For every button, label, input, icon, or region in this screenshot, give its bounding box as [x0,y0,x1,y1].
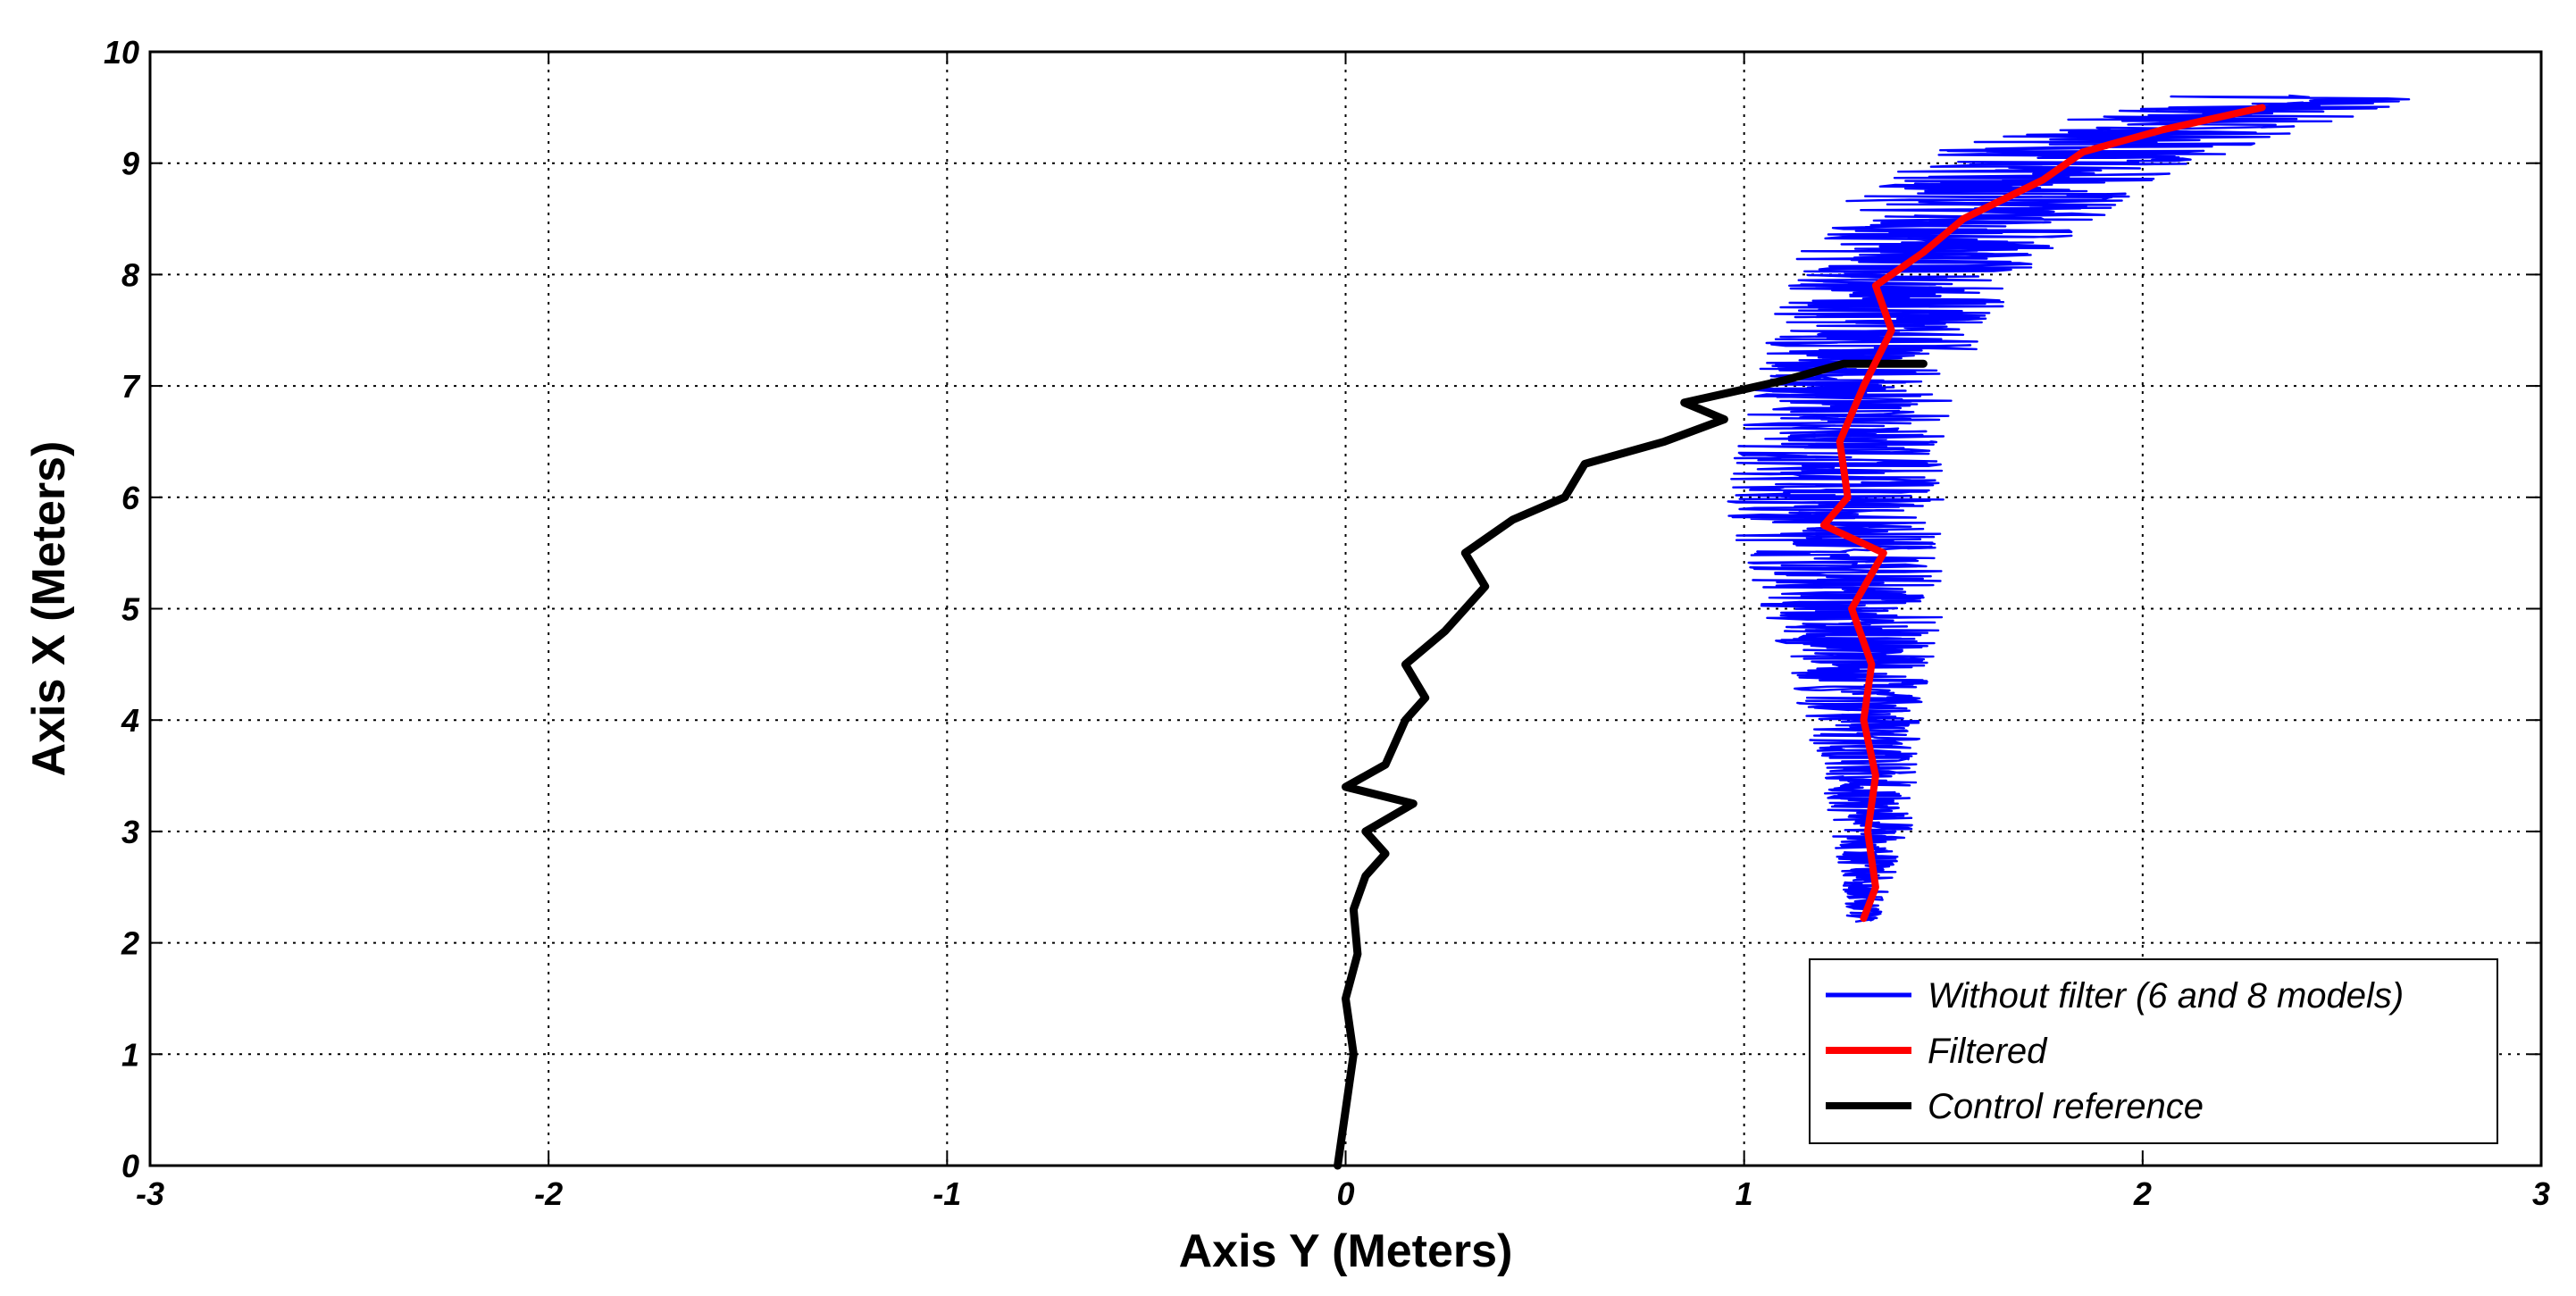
series-layer [1334,94,2411,1170]
y-tick-label: 3 [121,814,139,850]
x-tick-label: 1 [1735,1175,1753,1212]
x-tick-label: 2 [2133,1175,2152,1212]
series-control-reference-line [1334,359,1928,1170]
y-tick-label: 5 [121,591,140,628]
y-axis-label: Axis X (Meters) [23,441,75,777]
series-filtered-line [1819,104,2266,923]
y-tick-label: 4 [121,702,139,739]
legend: Without filter (6 and 8 models) Filtered… [1809,958,2498,1144]
ticks: -3 -2 -1 0 1 2 3 0 1 2 3 4 5 6 7 8 9 10 [104,34,2550,1212]
x-tick-label: -2 [534,1175,563,1212]
legend-box [1809,958,2498,1144]
x-tick-label: -3 [136,1175,164,1212]
y-tick-label: 10 [104,34,139,71]
x-tick-label: 3 [2532,1175,2550,1212]
legend-label-filtered: Filtered [1928,1032,2048,1071]
y-tick-label: 9 [121,146,139,182]
y-tick-label: 7 [121,368,141,405]
legend-label-without-filter: Without filter (6 and 8 models) [1928,976,2404,1016]
y-tick-label: 2 [121,925,139,962]
x-tick-label: 0 [1336,1175,1354,1212]
legend-label-control-reference: Control reference [1928,1087,2204,1126]
x-tick-label: -1 [933,1175,961,1212]
y-tick-label: 1 [121,1036,139,1073]
y-tick-label: 6 [121,480,140,516]
y-tick-label: 0 [121,1148,139,1184]
x-axis-label: Axis Y (Meters) [1179,1225,1513,1277]
y-tick-label: 8 [121,256,139,293]
